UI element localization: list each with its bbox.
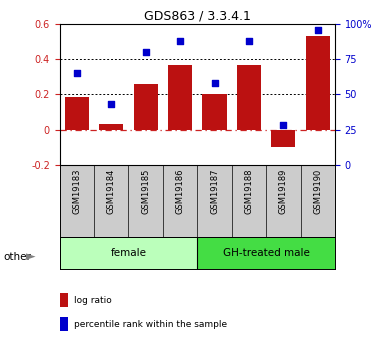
Text: GSM19188: GSM19188: [244, 168, 253, 214]
Bar: [99, 124, 123, 130]
Text: GSM19186: GSM19186: [176, 168, 185, 214]
Text: GSM19187: GSM19187: [210, 168, 219, 214]
Bar: [134, 84, 158, 130]
Text: GSM19190: GSM19190: [313, 168, 322, 214]
Point: [108, 101, 114, 107]
Text: GH-treated male: GH-treated male: [223, 248, 310, 258]
Text: GSM19184: GSM19184: [107, 168, 116, 214]
Bar: [197, 237, 335, 269]
Point: [280, 122, 286, 128]
Bar: [60, 237, 197, 269]
Bar: [271, 130, 295, 147]
Bar: [65, 97, 89, 130]
Bar: [306, 36, 330, 130]
Text: percentile rank within the sample: percentile rank within the sample: [74, 320, 227, 329]
Text: GSM19183: GSM19183: [72, 168, 81, 214]
Point: [211, 80, 218, 86]
Bar: [203, 95, 226, 130]
Text: GSM19189: GSM19189: [279, 168, 288, 214]
Point: [246, 38, 252, 44]
Bar: [168, 66, 192, 130]
Text: other: other: [4, 252, 32, 262]
Text: ►: ►: [26, 250, 36, 264]
Text: log ratio: log ratio: [74, 296, 112, 305]
Point: [177, 38, 183, 44]
Text: GSM19185: GSM19185: [141, 168, 150, 214]
Point: [142, 49, 149, 55]
Bar: [237, 66, 261, 130]
Text: female: female: [110, 248, 147, 258]
Title: GDS863 / 3.3.4.1: GDS863 / 3.3.4.1: [144, 10, 251, 23]
Point: [315, 27, 321, 32]
Point: [74, 71, 80, 76]
